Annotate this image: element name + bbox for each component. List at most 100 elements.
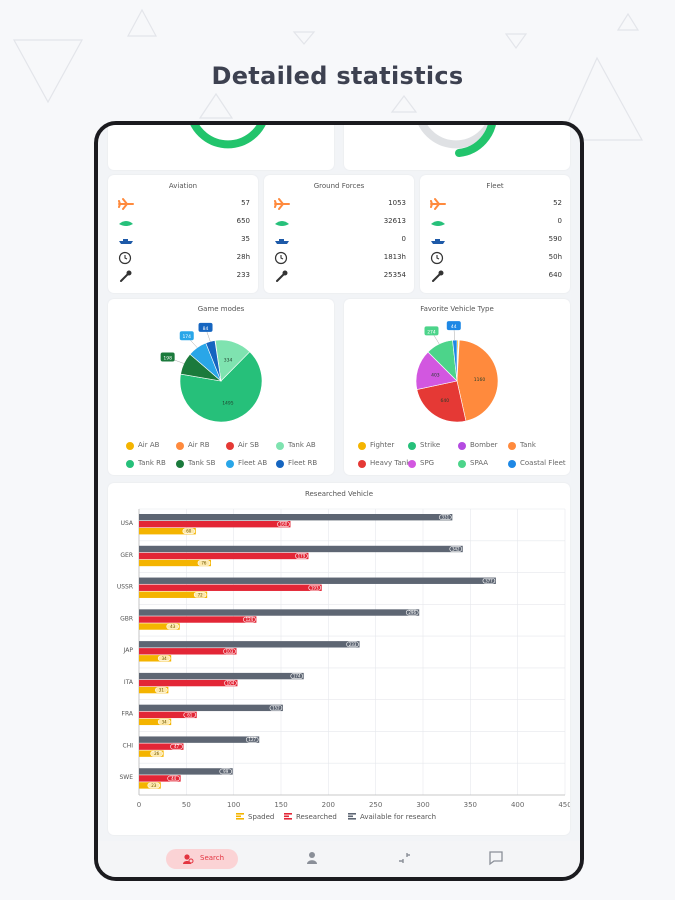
plane-icon (274, 198, 290, 210)
bar (139, 641, 360, 648)
svg-text:233: 233 (349, 642, 357, 647)
y-category-label: ITA (124, 679, 134, 686)
bar-legend-item[interactable]: Available for research (348, 813, 436, 821)
bar (139, 591, 208, 598)
clock-icon (118, 251, 132, 265)
compare-icon[interactable] (396, 850, 412, 866)
pie-slice (452, 339, 458, 382)
pie-data-label: 334 (224, 358, 233, 364)
stat-row: 1053 (264, 197, 414, 213)
bar-data-label: 377 (482, 577, 496, 584)
bar (139, 775, 181, 782)
vehicle-type-card: Favorite Vehicle Type 1160 640 403 274 44 Fi… (344, 299, 570, 475)
profile-icon[interactable] (304, 850, 320, 866)
bar-data-label: 152 (269, 705, 283, 711)
legend-swatch (176, 442, 184, 450)
ship-icon (275, 239, 289, 244)
bar-data-label: 76 (197, 560, 211, 566)
pie-data-label: 1495 (222, 400, 234, 406)
svg-text:84: 84 (203, 326, 209, 332)
svg-text:61: 61 (187, 712, 193, 717)
legend-swatch (126, 442, 134, 450)
svg-text:Spaded: Spaded (248, 813, 274, 821)
nav-item-search[interactable]: Search (166, 849, 238, 869)
legend-swatch (458, 442, 466, 450)
legend-label: Heavy Tank (370, 459, 411, 467)
svg-text:47: 47 (174, 744, 180, 749)
svg-text:34: 34 (162, 656, 168, 661)
legend-swatch (408, 442, 416, 450)
pie-slice (456, 339, 499, 422)
svg-text:331: 331 (442, 515, 450, 520)
svg-text:160: 160 (280, 522, 288, 527)
y-category-label: GBR (120, 615, 133, 622)
chat-icon[interactable] (488, 850, 504, 866)
legend-label: Fleet RB (288, 459, 318, 467)
bar-data-label: 43 (166, 623, 180, 630)
legend-swatch (276, 442, 284, 450)
pie-data-label: 403 (431, 373, 440, 379)
stat-value: 32613 (383, 217, 406, 225)
wrench-icon (276, 270, 288, 282)
legend-swatch (508, 460, 516, 468)
bar (139, 609, 420, 616)
bar-data-label: 160 (277, 521, 290, 528)
svg-text:44: 44 (451, 324, 457, 330)
pie-data-label: 84 (198, 322, 213, 342)
svg-text:174: 174 (293, 674, 301, 679)
legend-label: Fighter (370, 441, 395, 449)
page-headline: Detailed statistics (211, 62, 464, 90)
legend-label: Air SB (238, 441, 260, 449)
ship-icon (431, 239, 445, 244)
legend-label: Bomber (470, 441, 498, 449)
legend-label: SPAA (470, 459, 488, 467)
tank-icon (275, 221, 289, 226)
researched-vehicle-card: Researched Vehicle 0 50 100 150 200 250 300 350… (108, 483, 570, 835)
svg-text:377: 377 (485, 578, 493, 583)
svg-text:99: 99 (223, 769, 229, 774)
bar (139, 704, 283, 712)
bar-legend-item[interactable]: Spaded (236, 813, 274, 821)
bar (139, 736, 260, 743)
bar (139, 648, 237, 655)
bar (139, 616, 257, 623)
ship-icon (119, 239, 133, 244)
svg-text:174: 174 (182, 334, 191, 340)
bar-legend-item[interactable]: Researched (284, 813, 337, 821)
game-modes-title: Game modes (197, 305, 245, 313)
bar-data-label: 233 (346, 641, 359, 648)
x-tick-label: 350 (464, 801, 477, 809)
bar (139, 545, 463, 553)
nav-search-label: Search (200, 854, 225, 862)
stat-card-aviation: Aviation 57 650 35 28h 233 (108, 175, 258, 293)
x-tick-label: 100 (227, 801, 240, 809)
x-tick-label: 200 (322, 801, 335, 809)
legend-swatch (358, 460, 366, 468)
bar-data-label: 61 (183, 712, 197, 718)
stat-value: 35 (241, 235, 250, 243)
svg-text:640: 640 (441, 398, 450, 404)
bar-chart-title: Researched Vehicle (304, 490, 374, 498)
legend-swatch (458, 460, 466, 468)
stat-row: 0 (420, 215, 570, 231)
svg-text:403: 403 (431, 373, 440, 379)
bar-data-label: 99 (219, 768, 233, 775)
stat-value: 640 (548, 271, 562, 279)
pie-data-label: 274 (424, 326, 440, 345)
legend-swatch (226, 442, 234, 450)
svg-text:104: 104 (227, 681, 235, 686)
svg-text:342: 342 (452, 546, 460, 551)
y-category-label: FRA (122, 711, 134, 718)
stat-value: 50h (548, 253, 562, 261)
bar (139, 559, 211, 567)
stat-value: 0 (401, 235, 406, 243)
svg-text:193: 193 (311, 585, 319, 590)
bar-data-label: 26 (150, 750, 163, 757)
svg-text:103: 103 (226, 649, 234, 654)
game-modes-pie: 334 1495 198 174 84 (160, 322, 263, 423)
legend-label: Tank RB (138, 459, 166, 467)
bar-data-label: 124 (243, 616, 256, 623)
legend-label: SPG (420, 459, 435, 467)
svg-text:124: 124 (246, 617, 254, 622)
